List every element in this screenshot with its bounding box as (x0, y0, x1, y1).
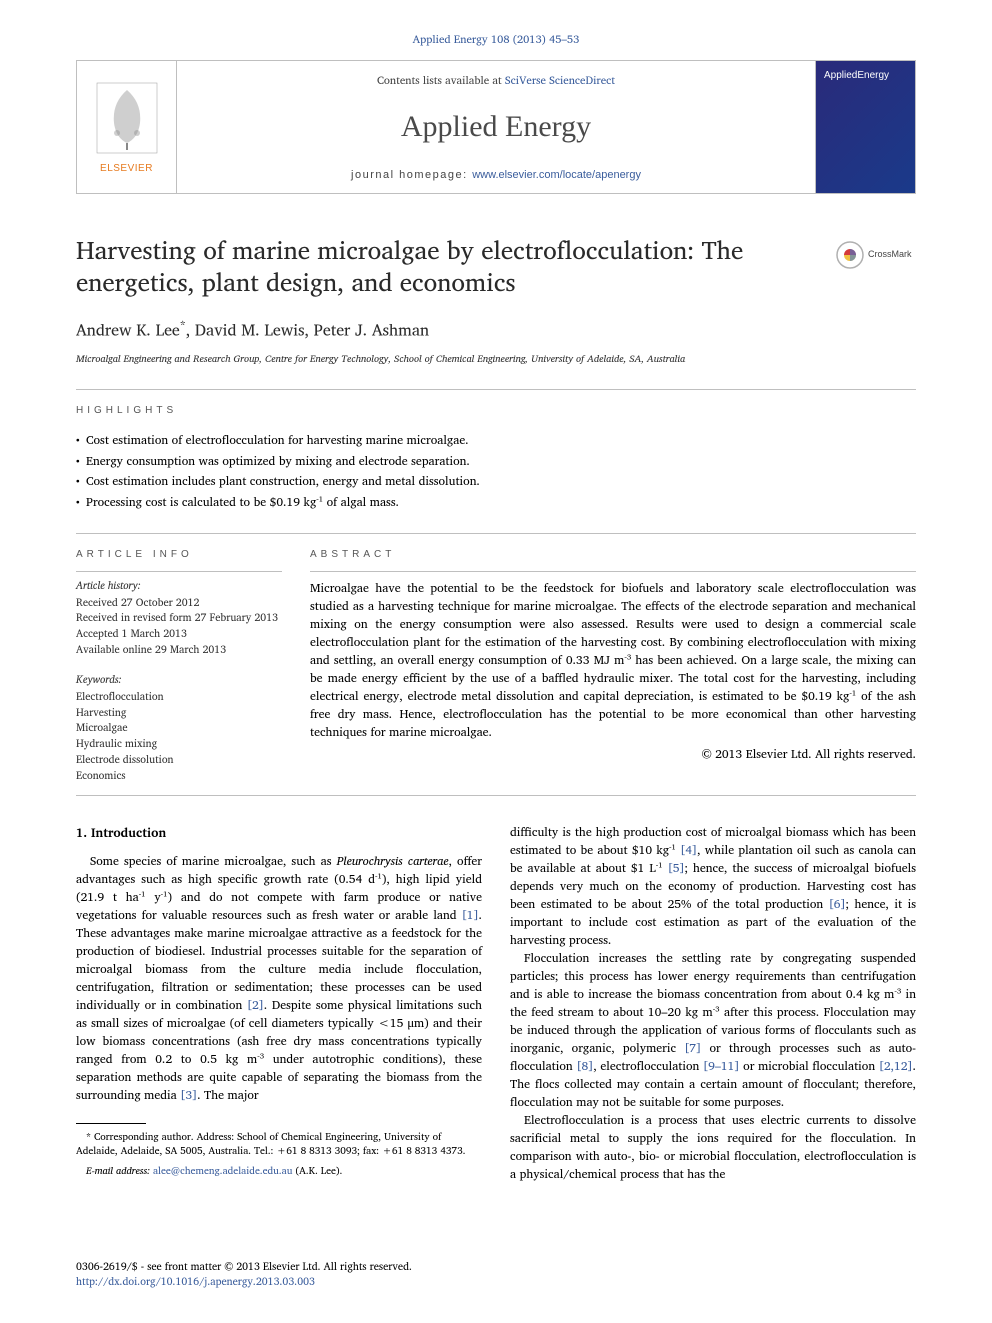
corresponding-marker: * (180, 316, 186, 335)
keywords-heading: Keywords: (76, 672, 282, 687)
affiliation: Microalgal Engineering and Research Grou… (76, 352, 916, 367)
rule-after-abstract (76, 795, 916, 796)
highlight-item: Energy consumption was optimized by mixi… (76, 453, 916, 470)
email-footnote: E-mail address: alee@chemeng.adelaide.ed… (76, 1164, 482, 1178)
highlight-item: Processing cost is calculated to be $0.1… (76, 494, 916, 511)
intro-para-1a: Some species of marine microalgae, such … (76, 853, 482, 1105)
intro-para-3: Electroflocculation is a process that us… (510, 1112, 916, 1184)
crossmark-badge[interactable]: CrossMark (836, 238, 916, 272)
abstract-text: Microalgae have the potential to be the … (310, 580, 916, 742)
elsevier-label: ELSEVIER (100, 162, 153, 177)
article-info-label: article info (76, 548, 282, 563)
rule-top (76, 389, 916, 390)
rule-mid (76, 533, 916, 534)
highlights-label: highlights (76, 404, 916, 419)
doi-link[interactable]: http://dx.doi.org/10.1016/j.apenergy.201… (76, 1272, 315, 1290)
journal-homepage: journal homepage: www.elsevier.com/locat… (187, 168, 805, 184)
homepage-link[interactable]: www.elsevier.com/locate/apenergy (472, 169, 641, 181)
crossmark-label: CrossMark (868, 248, 912, 261)
authors-line: Andrew K. Lee*, David M. Lewis, Peter J.… (76, 317, 916, 343)
history-heading: Article history: (76, 578, 282, 593)
abstract-label: abstract (310, 548, 916, 563)
cover-thumb-title: AppliedEnergy (824, 69, 889, 84)
email-label: E-mail address: (86, 1163, 150, 1179)
footnote-separator (76, 1123, 146, 1124)
rule-abstract (310, 571, 916, 572)
journal-reference-link[interactable]: Applied Energy 108 (2013) 45–53 (413, 30, 580, 48)
crossmark-icon (836, 241, 864, 269)
footnote-text: Corresponding author. Address: School of… (76, 1129, 466, 1159)
homepage-prefix: journal homepage: (351, 169, 472, 181)
corresponding-email-link[interactable]: alee@chemeng.adelaide.edu.au (153, 1163, 293, 1179)
contents-line: Contents lists available at SciVerse Sci… (187, 73, 805, 89)
contents-prefix: Contents lists available at (377, 71, 505, 89)
rule-info (76, 571, 282, 572)
highlight-item: Cost estimation includes plant construct… (76, 473, 916, 490)
history-line: Available online 29 March 2013 (76, 642, 282, 658)
journal-reference: Applied Energy 108 (2013) 45–53 (76, 32, 916, 48)
journal-title: Applied Energy (187, 105, 805, 149)
masthead: ELSEVIER Contents lists available at Sci… (76, 60, 916, 194)
email-suffix: (A.K. Lee). (295, 1163, 342, 1179)
intro-para-2: Flocculation increases the settling rate… (510, 950, 916, 1112)
keyword: Economics (76, 768, 282, 784)
elsevier-logo[interactable]: ELSEVIER (77, 61, 177, 193)
journal-cover-thumb[interactable]: AppliedEnergy (815, 61, 915, 193)
intro-heading: 1. Introduction (76, 824, 482, 843)
article-title: Harvesting of marine microalgae by elect… (76, 234, 916, 299)
elsevier-tree-icon (92, 78, 162, 158)
highlight-item: Cost estimation of electroflocculation f… (76, 432, 916, 449)
highlights-list: Cost estimation of electroflocculation f… (76, 432, 916, 511)
sciencedirect-link[interactable]: SciVerse ScienceDirect (505, 71, 615, 89)
page-footer: 0306-2619/$ - see front matter © 2013 El… (76, 1259, 916, 1289)
corresponding-footnote: * Corresponding author. Address: School … (76, 1130, 482, 1158)
copyright-line: © 2013 Elsevier Ltd. All rights reserved… (310, 746, 916, 763)
intro-para-1b: difficulty is the high production cost o… (510, 824, 916, 950)
